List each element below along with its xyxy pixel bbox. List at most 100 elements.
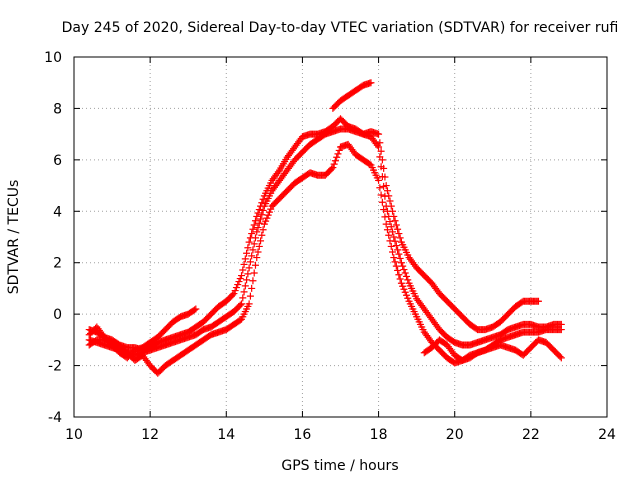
data-point [259,206,267,214]
data-point [234,281,242,289]
data-point [255,219,263,227]
data-point [391,258,399,266]
data-point [251,234,259,242]
data-point [392,262,400,270]
data-point [404,276,412,284]
data-point [253,228,261,236]
x-tick-label: 12 [141,427,159,443]
data-point [264,211,272,219]
data-point [192,305,200,313]
data-point [400,266,408,274]
data-point [251,261,259,269]
data-point [401,288,409,296]
data-point [399,262,407,270]
data-point [375,176,383,184]
x-tick-label: 18 [370,427,388,443]
y-tick-label: -4 [48,410,62,426]
data-point [255,242,263,250]
data-point [230,290,238,298]
x-axis-label: GPS time / hours [281,458,398,474]
data-point [400,285,408,293]
data-point [254,209,262,217]
data-point [534,297,542,305]
data-point [250,269,258,277]
data-point [375,143,383,151]
data-point [394,266,402,274]
data-point [557,354,565,362]
data-point [229,291,237,299]
x-tick-label: 10 [65,427,83,443]
grid-layer [74,57,607,417]
data-point [248,230,256,238]
data-point [383,226,391,234]
data-point [258,231,266,239]
y-tick-label: 6 [53,153,62,169]
data-point [241,255,249,263]
chart-title: Day 245 of 2020, Sidereal Day-to-day VTE… [62,20,619,36]
data-point [389,228,397,236]
data-point [401,269,409,277]
data-point [231,287,239,295]
y-tick-label: 8 [53,101,62,117]
data-point [241,282,249,290]
data-point [333,153,341,161]
data-point [386,237,394,245]
data-point [243,249,251,257]
data-point [380,206,388,214]
data-point [267,205,275,213]
data-point [250,240,258,248]
data-point [274,168,282,176]
data-point [331,157,339,165]
data-point [397,279,405,287]
data-point [238,300,246,308]
data-point [246,258,254,266]
data-point [245,264,253,272]
data-point [251,217,259,225]
data-point [375,130,383,138]
data-point [330,160,338,168]
data-point [395,230,403,238]
data-point [248,284,256,292]
data-point [239,266,247,274]
data-point [245,300,253,308]
data-point [380,182,388,190]
series-track-2 [85,115,542,354]
x-tick-label: 20 [446,427,464,443]
data-point [257,215,265,223]
data-point [259,226,267,234]
data-point [260,220,268,228]
data-point [335,146,343,154]
data-point [244,270,252,278]
data-point [243,276,251,284]
data-point [395,271,403,279]
data-point [402,272,410,280]
data-point [258,211,266,219]
data-point [334,150,342,158]
data-point [254,224,262,232]
data-point [378,173,386,181]
y-tick-label: 2 [53,256,62,272]
data-point [399,282,407,290]
x-tick-label: 16 [294,427,312,443]
data-point [377,147,385,155]
data-point [377,163,385,171]
data-point [396,234,404,242]
data-point [246,292,254,300]
data-point [249,277,257,285]
data-point [191,306,199,314]
data-point [392,221,400,229]
data-point [386,218,394,226]
data-point [328,165,336,173]
data-point [253,212,261,220]
data-point [373,141,381,149]
data-point [381,192,389,200]
data-point [240,288,248,296]
data-point [232,284,240,292]
data-point [250,221,258,229]
data-point [265,208,273,216]
data-point [254,248,262,256]
data-point [245,238,253,246]
data-point [240,260,248,268]
